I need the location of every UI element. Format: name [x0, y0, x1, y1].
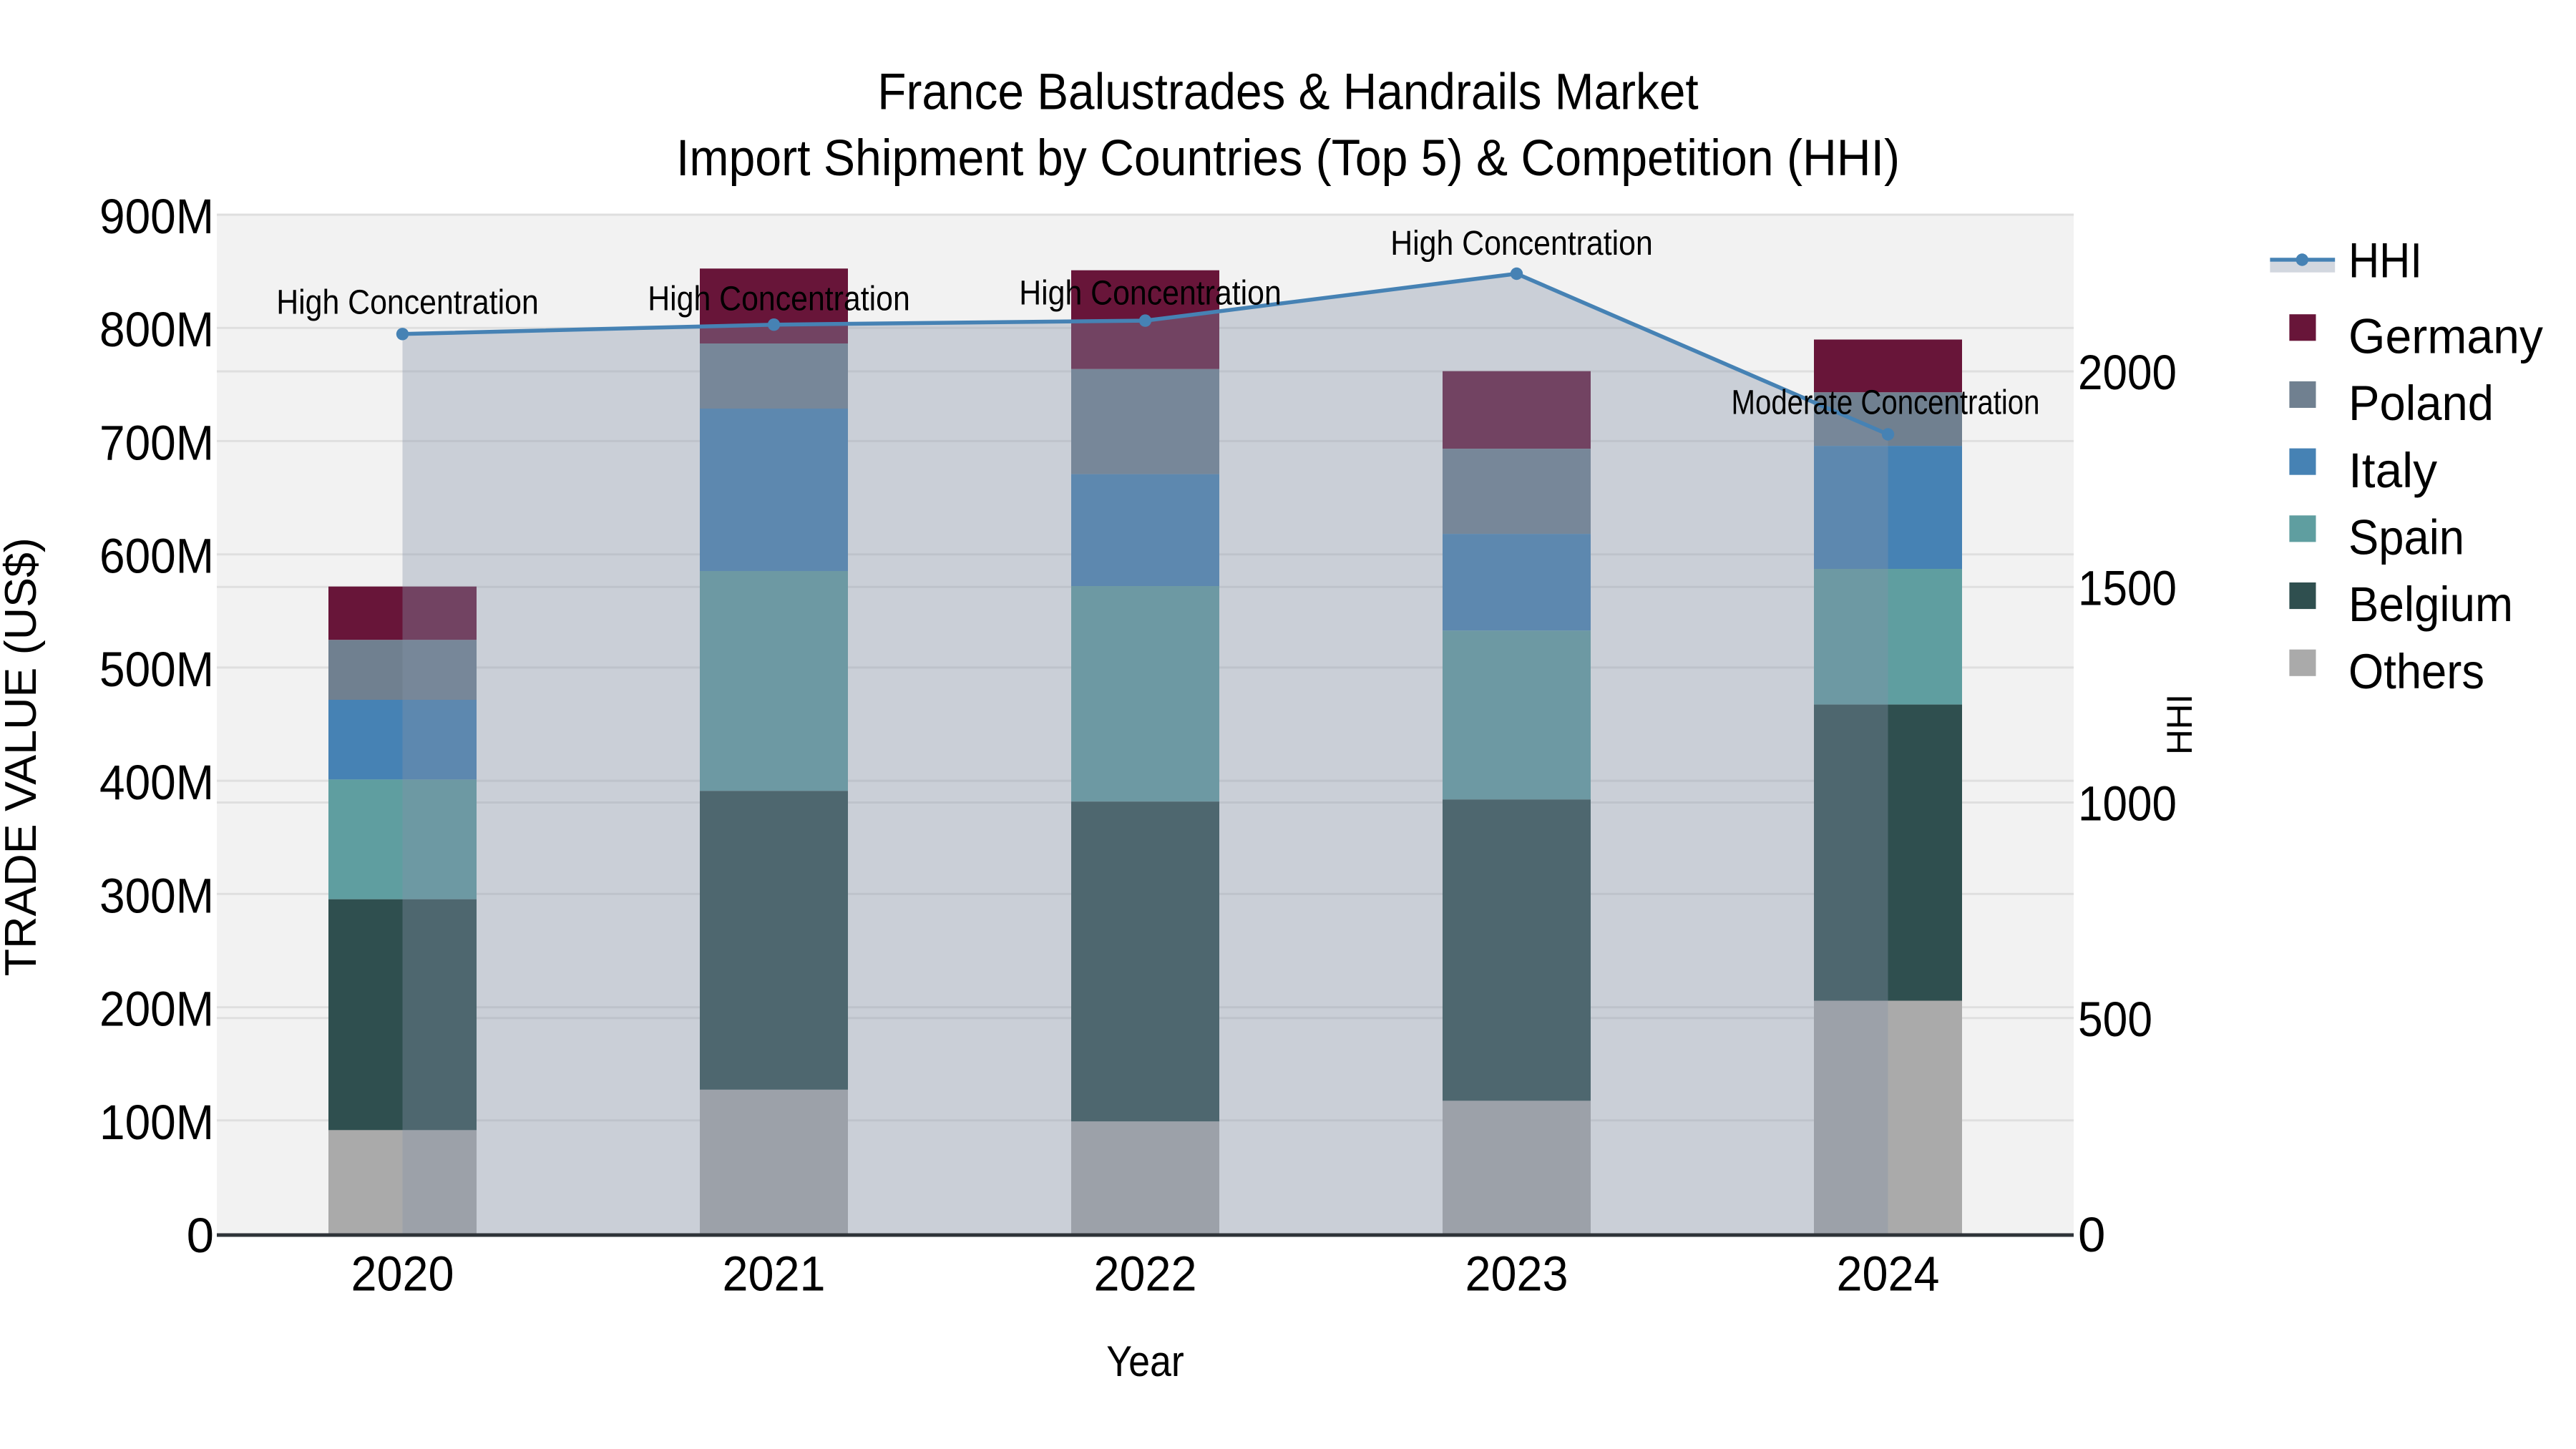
svg-text:France Balustrades & Handrails: France Balustrades & Handrails Market [877, 64, 1699, 121]
svg-text:400M: 400M [99, 755, 214, 810]
svg-text:Moderate Concentration: Moderate Concentration [1732, 384, 2040, 422]
svg-text:0: 0 [2078, 1207, 2105, 1262]
svg-text:Spain: Spain [2348, 510, 2464, 565]
svg-text:100M: 100M [99, 1095, 214, 1150]
svg-text:High Concentration: High Concentration [276, 284, 539, 322]
svg-text:2024: 2024 [1837, 1246, 1940, 1301]
svg-text:Belgium: Belgium [2348, 577, 2513, 632]
svg-text:1000: 1000 [2078, 776, 2177, 831]
svg-text:2021: 2021 [723, 1246, 826, 1301]
svg-text:HHI: HHI [2160, 694, 2200, 755]
svg-text:1500: 1500 [2078, 561, 2177, 616]
svg-text:300M: 300M [99, 868, 214, 923]
svg-text:High Concentration: High Concentration [648, 280, 910, 318]
svg-text:2000: 2000 [2078, 345, 2177, 400]
svg-text:200M: 200M [99, 982, 214, 1037]
svg-text:TRADE VALUE (US$): TRADE VALUE (US$) [0, 537, 46, 976]
svg-text:Import Shipment by Countries (: Import Shipment by Countries (Top 5) & C… [676, 130, 1900, 187]
svg-text:Poland: Poland [2348, 376, 2494, 431]
svg-text:2022: 2022 [1094, 1246, 1197, 1301]
svg-text:Italy: Italy [2348, 443, 2437, 498]
svg-text:HHI: HHI [2348, 233, 2422, 288]
svg-text:600M: 600M [99, 529, 214, 584]
svg-text:Others: Others [2348, 644, 2484, 699]
svg-text:2023: 2023 [1465, 1246, 1568, 1301]
svg-text:Year: Year [1106, 1337, 1184, 1385]
svg-text:Germany: Germany [2348, 308, 2543, 364]
svg-text:2020: 2020 [351, 1246, 454, 1301]
svg-text:900M: 900M [99, 189, 214, 244]
svg-text:500: 500 [2078, 992, 2152, 1047]
svg-text:High Concentration: High Concentration [1019, 274, 1282, 312]
svg-text:High Concentration: High Concentration [1390, 225, 1653, 263]
svg-text:500M: 500M [99, 642, 214, 697]
svg-text:700M: 700M [99, 415, 214, 470]
svg-text:800M: 800M [99, 302, 214, 357]
svg-text:0: 0 [187, 1208, 214, 1263]
